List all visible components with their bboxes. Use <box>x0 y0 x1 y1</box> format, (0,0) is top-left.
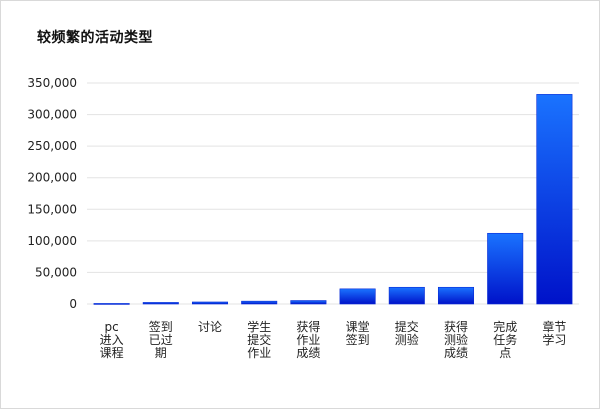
bars <box>93 94 573 305</box>
y-tick-label: 100,000 <box>27 234 77 248</box>
x-tick-label: 获得作业成绩 <box>296 319 320 360</box>
x-tick-label: 讨论 <box>198 320 222 334</box>
bar <box>339 288 376 305</box>
bar <box>487 232 524 305</box>
bar <box>93 303 130 305</box>
bar <box>536 94 573 305</box>
y-tick-label: 150,000 <box>27 202 77 216</box>
bar <box>191 301 229 305</box>
y-tick-label: 300,000 <box>27 108 77 122</box>
y-tick-label: 0 <box>69 297 77 311</box>
x-tick-label: 课堂签到 <box>346 320 370 347</box>
bar <box>388 286 425 305</box>
x-tick-label: 签到已过期 <box>149 319 173 360</box>
y-tick-label: 200,000 <box>27 171 77 185</box>
x-tick-label: 提交测验 <box>395 319 419 347</box>
x-axis-ticks: pc 进入课程 签到已过期 讨论 学生提交作业 获得作业成绩 课堂签到 提交测验 获得测验成绩 完… <box>100 319 567 360</box>
bar <box>290 300 327 305</box>
y-axis-ticks: 0 50,000 100,000 150,000 200,000 250,000 300,0… <box>27 76 77 311</box>
x-tick-label: 学生提交作业 <box>247 319 271 360</box>
x-tick-label: 章节学习 <box>542 319 566 347</box>
y-tick-label: 250,000 <box>27 139 77 153</box>
y-tick-label: 50,000 <box>35 265 77 279</box>
x-tick-label: pc 进入课程 <box>100 320 124 360</box>
bar <box>437 286 475 305</box>
chart-title: 较频繁的活动类型 <box>37 30 153 46</box>
x-tick-label: 完成任务点 <box>493 319 517 360</box>
y-tick-label: 350,000 <box>27 76 77 90</box>
x-tick-label: 获得测验成绩 <box>444 319 468 360</box>
bar <box>142 302 179 305</box>
bar <box>241 300 278 305</box>
